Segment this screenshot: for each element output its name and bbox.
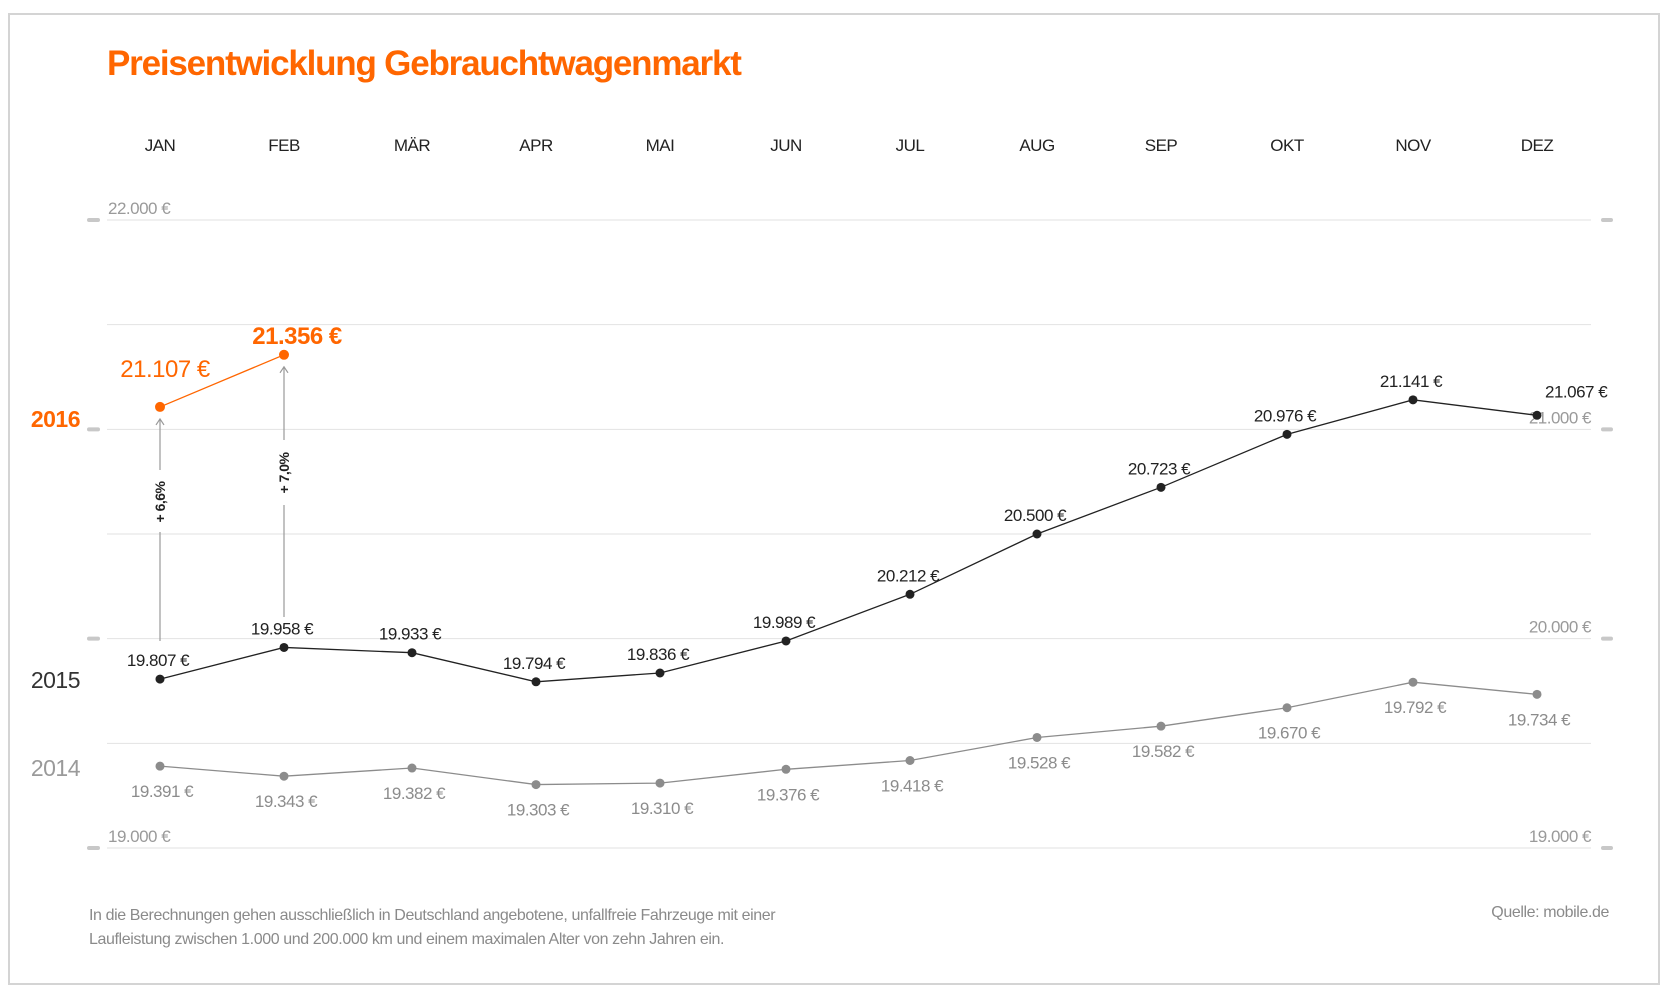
data-label: 19.418 € <box>881 776 944 795</box>
annotation-label: + 7,0% <box>276 451 292 493</box>
data-point <box>407 763 417 773</box>
data-label: 19.391 € <box>131 782 194 801</box>
data-point <box>905 589 915 599</box>
data-label: 19.989 € <box>753 613 816 632</box>
series-label-2014: 2014 <box>31 755 81 781</box>
footnote-line: In die Berechnungen gehen ausschließlich… <box>89 907 776 924</box>
data-point <box>1532 689 1542 699</box>
data-label: 19.303 € <box>507 801 570 820</box>
series-line-2015 <box>159 399 1538 683</box>
footnote-line: Laufleistung zwischen 1.000 und 200.000 … <box>89 931 725 948</box>
data-point <box>279 642 289 652</box>
y-tick-label: 20.000 € <box>1529 618 1592 637</box>
data-label: 19.792 € <box>1384 698 1447 717</box>
data-label: 19.958 € <box>251 619 314 638</box>
data-point <box>1156 721 1166 731</box>
data-point <box>905 755 915 765</box>
data-point <box>155 761 165 771</box>
source-credit: Quelle: mobile.de <box>1491 904 1609 921</box>
data-label: 21.356 € <box>252 323 342 350</box>
data-point <box>781 636 791 646</box>
data-label: 19.582 € <box>1132 742 1195 761</box>
data-point <box>1282 703 1292 713</box>
data-point <box>655 778 665 788</box>
data-label: 19.310 € <box>631 799 694 818</box>
data-label: 19.836 € <box>627 645 690 664</box>
data-label: 19.734 € <box>1508 710 1571 729</box>
data-point <box>155 401 165 412</box>
data-label: 19.343 € <box>255 792 318 811</box>
data-label: 19.382 € <box>383 784 446 803</box>
x-tick-label: MÄR <box>394 136 431 155</box>
data-label: 19.807 € <box>127 651 190 670</box>
x-tick-label: OKT <box>1270 136 1304 155</box>
x-tick-label: JAN <box>145 136 176 155</box>
chart-frame <box>8 13 1660 985</box>
y-tick-label: 22.000 € <box>108 199 171 218</box>
x-tick-label: JUL <box>896 136 925 155</box>
annotation-label: + 6,6% <box>152 480 168 522</box>
y-tick-label: 21.000 € <box>1529 408 1592 427</box>
arrow-head <box>279 365 289 374</box>
data-label: 21.141 € <box>1380 372 1443 391</box>
y-tick-label: 19.000 € <box>108 827 171 846</box>
data-point <box>1032 529 1042 539</box>
x-tick-label: NOV <box>1395 136 1432 155</box>
data-point <box>531 677 541 687</box>
data-point <box>1408 395 1418 405</box>
data-point <box>1532 410 1542 420</box>
data-point <box>655 668 665 678</box>
data-point <box>155 674 165 684</box>
data-label: 20.500 € <box>1004 506 1067 525</box>
data-label: 19.794 € <box>503 654 566 673</box>
chart-title: Preisentwicklung Gebrauchtwagenmarkt <box>107 44 742 83</box>
footnote: In die Berechnungen gehen ausschließlich… <box>89 904 776 952</box>
data-label: 19.528 € <box>1008 753 1071 772</box>
x-tick-label: SEP <box>1145 136 1178 155</box>
data-label: 19.670 € <box>1258 724 1321 743</box>
data-point <box>1408 677 1418 687</box>
data-point <box>407 648 417 658</box>
x-tick-label: APR <box>519 136 553 155</box>
data-point <box>531 780 541 790</box>
data-point <box>279 771 289 781</box>
data-label: 21.067 € <box>1545 382 1608 401</box>
data-point <box>781 764 791 774</box>
data-point <box>279 349 289 360</box>
x-tick-label: AUG <box>1019 136 1054 155</box>
data-label: 20.212 € <box>877 566 940 585</box>
series-line-2016 <box>159 354 285 408</box>
series-line-2014 <box>159 681 1538 786</box>
data-label: 20.723 € <box>1128 459 1191 478</box>
series-label-2016: 2016 <box>31 406 80 432</box>
arrow-head <box>155 417 165 426</box>
x-tick-label: JUN <box>770 136 802 155</box>
x-tick-label: MAI <box>646 136 675 155</box>
data-point <box>1156 482 1166 492</box>
series-label-2015: 2015 <box>31 667 80 693</box>
x-tick-label: DEZ <box>1521 136 1554 155</box>
data-point <box>1282 429 1292 439</box>
x-tick-label: FEB <box>268 136 300 155</box>
data-label: 21.107 € <box>120 356 211 383</box>
data-label: 20.976 € <box>1254 406 1317 425</box>
data-point <box>1032 732 1042 742</box>
y-tick-label: 19.000 € <box>1529 827 1592 846</box>
data-label: 19.933 € <box>379 625 442 644</box>
data-label: 19.376 € <box>757 785 820 804</box>
